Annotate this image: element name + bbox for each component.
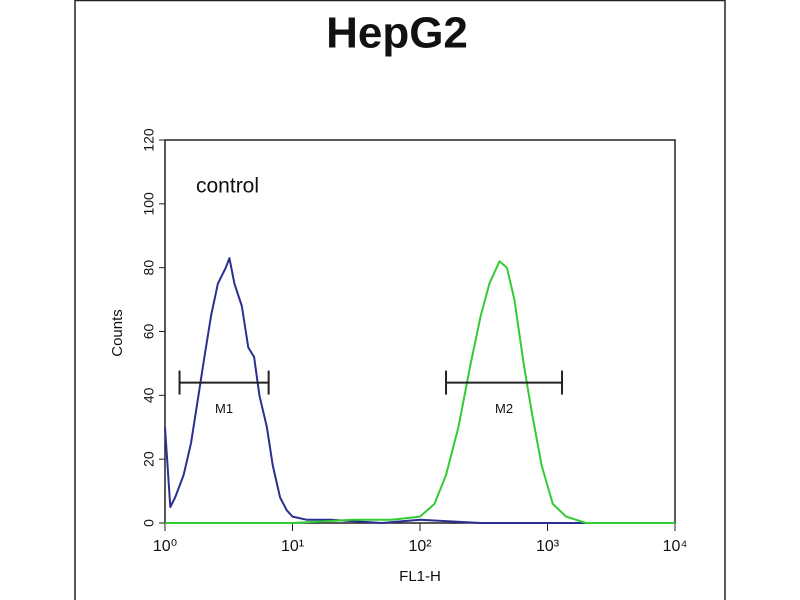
x-tick-label: 10⁴ [663,538,688,555]
y-tick-label: 100 [141,192,157,216]
y-axis-label: Counts [109,309,126,357]
marker-label: M1 [215,401,233,416]
series-line [165,260,675,524]
annotation: control [196,175,259,198]
x-tick-label: 10² [408,538,432,555]
y-tick-label: 20 [141,451,157,467]
y-tick-label: 120 [141,128,157,152]
x-tick-label: 10⁰ [153,538,177,555]
chart-title: HepG2 [326,9,468,58]
x-axis-label: FL1-H [399,568,441,585]
marker-label: M2 [495,401,513,416]
y-tick-label: 0 [141,519,157,527]
x-tick-label: 10³ [536,538,560,555]
frame [74,0,726,600]
y-tick-label: 60 [141,324,157,340]
y-tick-label: 40 [141,387,157,403]
series-line [164,257,675,524]
x-tick-label: 10¹ [281,538,304,555]
y-tick-label: 80 [141,260,157,276]
